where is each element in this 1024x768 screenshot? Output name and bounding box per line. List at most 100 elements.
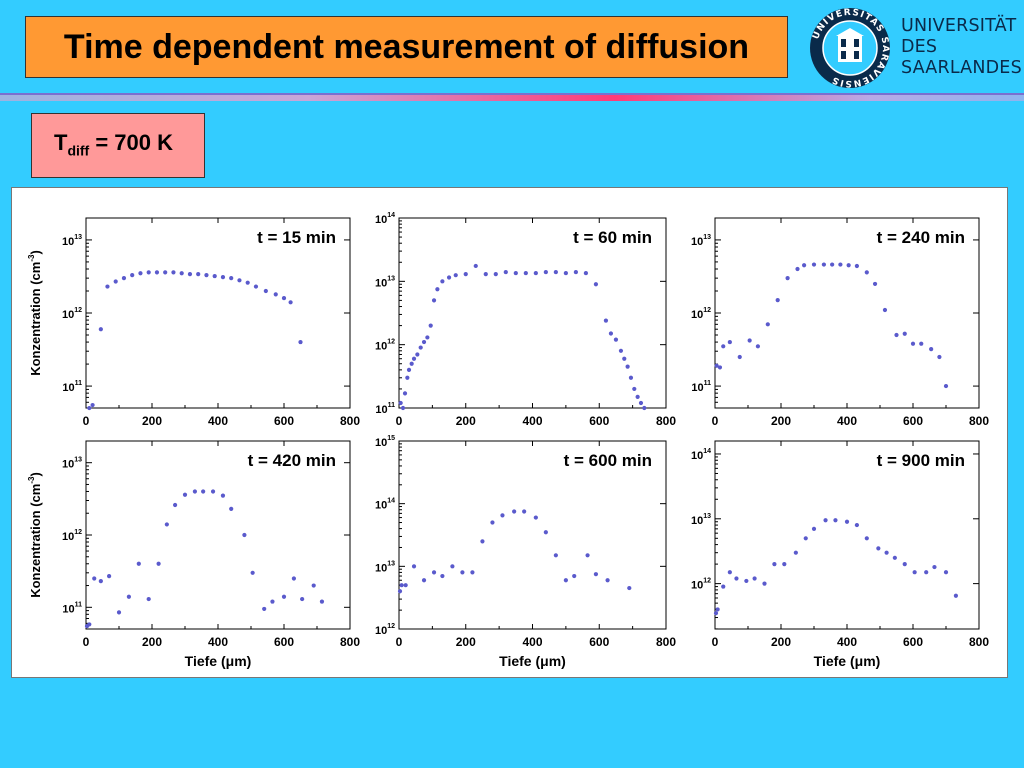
data-point (146, 596, 151, 602)
y-tick-exponent: 13 (387, 275, 395, 282)
data-point (107, 574, 112, 579)
data-point (613, 337, 619, 342)
page-title: Time dependent measurement of diffusion (63, 27, 750, 66)
data-point (319, 599, 325, 604)
data-point (785, 276, 790, 281)
y-tick-label: 1014 (691, 448, 711, 462)
y-tick-exponent: 11 (75, 601, 83, 608)
y-tick-label: 1013 (691, 234, 711, 248)
data-point (727, 339, 732, 345)
y-tick-label: 1014 (375, 498, 395, 512)
x-tick-label: 0 (712, 414, 719, 428)
data-point (173, 502, 178, 508)
y-tick-exponent: 13 (703, 234, 711, 241)
y-tick-exponent: 11 (388, 402, 396, 409)
y-tick-label: 1013 (375, 560, 395, 574)
data-point (428, 323, 433, 328)
data-point (253, 284, 259, 289)
temp-subscript: diff (67, 142, 90, 159)
time-annotation: t = 60 min (573, 228, 652, 247)
y-tick-exponent: 13 (387, 560, 395, 567)
data-point (854, 263, 860, 269)
chart-grid: 0 200 400 600 800 1011 1012 1013 t = 15 min Konze… (27, 212, 989, 669)
data-point (830, 262, 835, 267)
data-point (116, 610, 122, 615)
data-point (910, 341, 916, 346)
y-axis-label-exponent: -3 (27, 476, 36, 484)
data-point (121, 276, 127, 281)
data-point (473, 263, 478, 269)
y-tick-exponent: 14 (387, 212, 395, 219)
time-annotation: t = 900 min (877, 451, 965, 470)
data-point (291, 576, 296, 581)
y-tick-exponent: 12 (74, 307, 82, 314)
data-point (795, 266, 800, 272)
data-point (543, 269, 548, 275)
data-point (884, 550, 889, 555)
data-point (533, 515, 538, 520)
data-point (902, 331, 907, 336)
y-axis-label-tail: ) (28, 250, 43, 254)
data-point (572, 573, 577, 579)
data-point (734, 576, 739, 581)
data-point (201, 489, 206, 494)
data-point (187, 272, 193, 277)
data-point (440, 573, 445, 579)
data-point (171, 270, 176, 275)
data-point (563, 270, 568, 276)
data-point (943, 383, 949, 389)
data-point (281, 295, 287, 301)
data-point (892, 555, 897, 560)
data-point (400, 405, 406, 411)
title-box: Time dependent measurement of diffusion (25, 16, 788, 78)
x-tick-label: 600 (589, 414, 609, 428)
data-point (500, 513, 505, 518)
data-point (435, 287, 440, 292)
chart-6: 0 200 400 600 800 1012 1013 1014 t = 900 min Tief… (691, 440, 989, 669)
x-tick-label: 400 (522, 635, 542, 649)
data-point (431, 570, 437, 575)
data-point (727, 570, 732, 575)
data-point (523, 270, 528, 276)
y-tick-label: 1013 (62, 457, 82, 471)
data-point (136, 561, 141, 566)
data-point (493, 272, 498, 277)
temp-value: = 700 K (95, 130, 174, 155)
data-point (943, 570, 949, 575)
x-tick-label: 0 (83, 414, 90, 428)
university-logo: UNIVERSITAS SARAVIENSIS UNIVERSITÄT DES … (808, 6, 1022, 90)
x-tick-label: 800 (656, 414, 676, 428)
data-point (126, 594, 131, 599)
data-point (583, 270, 589, 276)
y-tick-exponent: 12 (387, 339, 395, 346)
data-point (311, 583, 316, 588)
y-axis-label-tail: ) (28, 472, 43, 476)
data-point (811, 526, 817, 531)
x-axis-label: Tiefe (μm) (499, 653, 566, 669)
university-name-line-2: DES (901, 37, 938, 57)
data-point (138, 271, 143, 276)
x-tick-label: 600 (274, 635, 294, 649)
data-point (752, 576, 757, 581)
data-point (229, 506, 234, 511)
data-point (844, 519, 850, 524)
data-point (229, 276, 234, 281)
data-point (87, 622, 92, 627)
x-tick-label: 0 (83, 635, 90, 649)
x-tick-label: 600 (274, 414, 294, 428)
x-tick-label: 200 (142, 635, 162, 649)
data-point (625, 364, 630, 369)
data-point (721, 584, 726, 589)
data-point (421, 578, 427, 583)
data-point (242, 532, 247, 538)
data-point (450, 564, 455, 569)
data-point (210, 489, 216, 494)
data-point (182, 492, 188, 497)
data-point (553, 269, 558, 275)
data-point (220, 274, 226, 280)
data-point (163, 270, 168, 275)
data-point (425, 335, 430, 340)
data-point (721, 344, 726, 349)
chart-1: 0 200 400 600 800 1011 1012 1013 t = 15 min Konze… (27, 217, 360, 428)
data-point (635, 394, 640, 399)
